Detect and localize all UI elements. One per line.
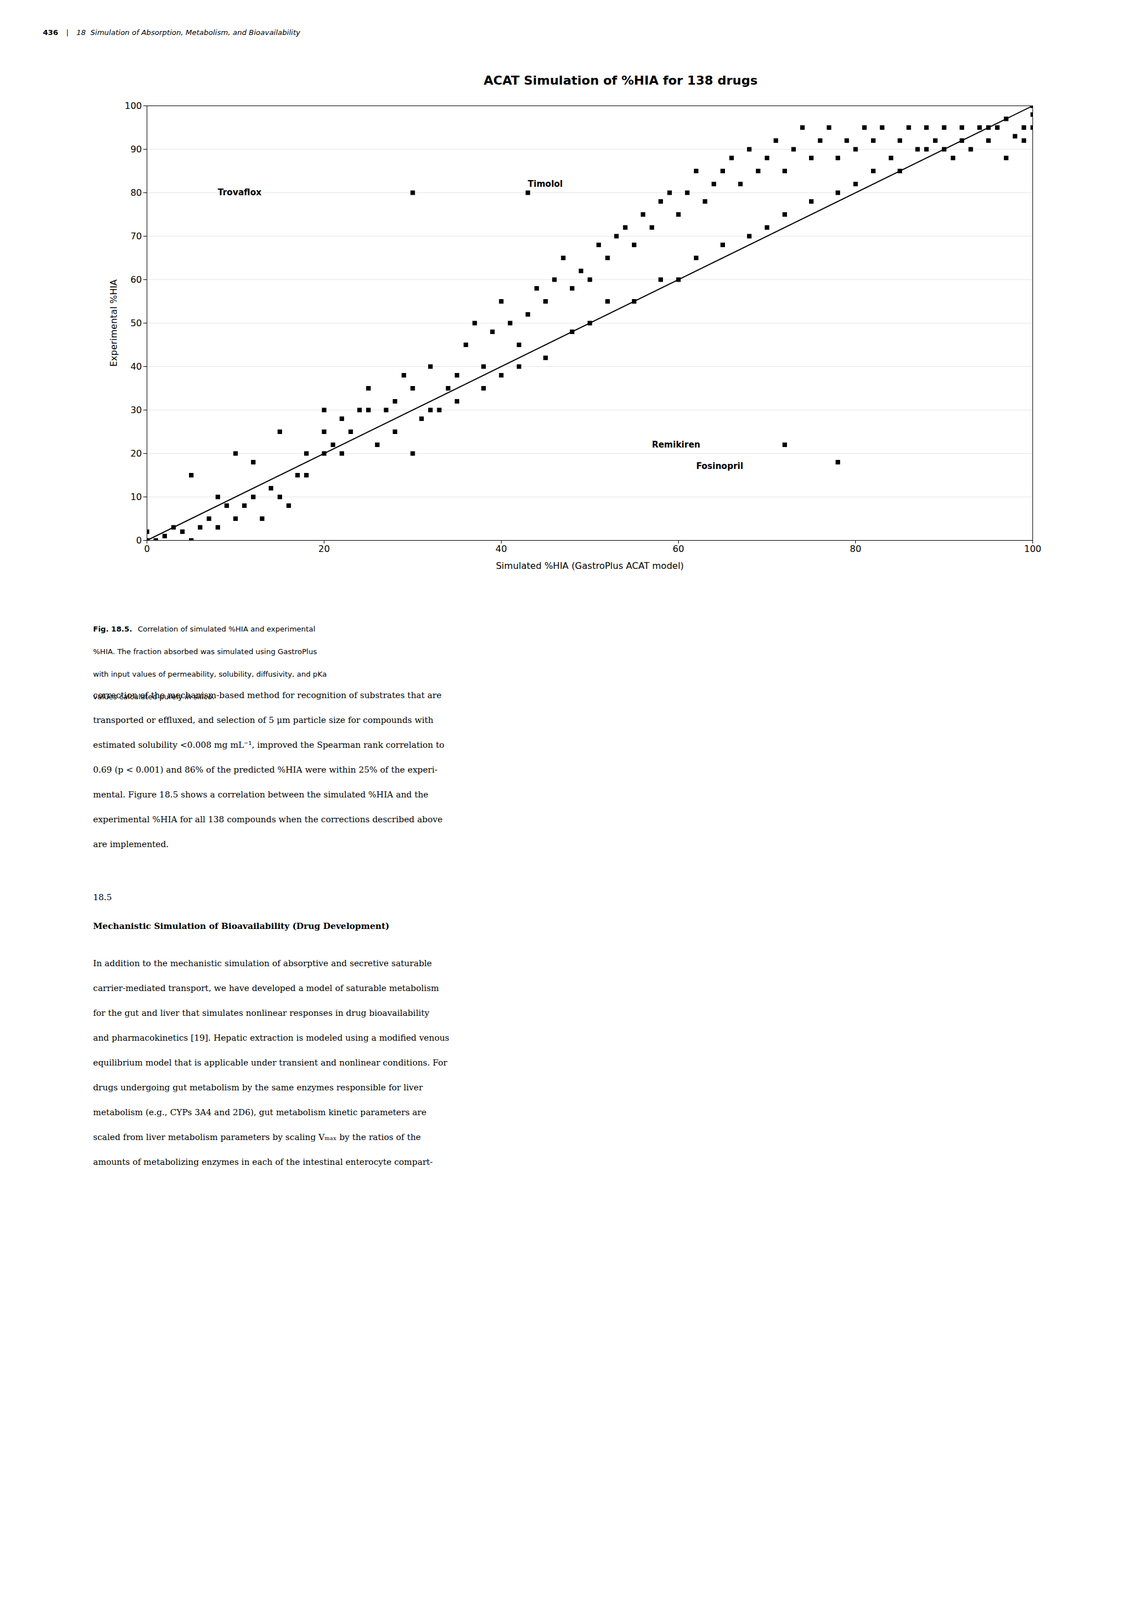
svg-text:Experimental %HIA: Experimental %HIA: [108, 279, 120, 367]
html-text:values calculated purely in si: values calculated purely in silico.: [93, 692, 215, 701]
html-text:drugs undergoing gut metabolis: drugs undergoing gut metabolism by the s…: [93, 1082, 423, 1093]
svg-text:40: 40: [495, 543, 507, 555]
html-text:estimated solubility <0.008 mg: estimated solubility <0.008 mg mL⁻¹, imp…: [93, 739, 445, 750]
svg-text:80: 80: [130, 187, 142, 199]
html-text:correction of the mechanism-ba: correction of the mechanism-based method…: [93, 689, 442, 701]
svg-text:10: 10: [130, 491, 142, 503]
svg-text:20: 20: [130, 447, 142, 459]
html-text:transported or effluxed, and s: transported or effluxed, and selection o…: [93, 714, 434, 725]
html-text:with input values of permeabil: with input values of permeability, solub…: [93, 669, 327, 679]
svg-text:80: 80: [849, 543, 861, 555]
html-text:436: 436: [42, 28, 59, 37]
html-text:Correlation of simulated %HIA: Correlation of simulated %HIA and experi…: [137, 624, 316, 634]
svg-text:Timolol: Timolol: [528, 178, 564, 189]
html-text:0.69 (p < 0.001) and 86% of th: 0.69 (p < 0.001) and 86% of the predicte…: [93, 764, 438, 775]
svg-text:60: 60: [672, 543, 684, 555]
svg-text:50: 50: [130, 317, 142, 329]
html-text:mental. Figure 18.5 shows a co: mental. Figure 18.5 shows a correlation …: [93, 789, 429, 800]
html-text:carrier-mediated transport, we: carrier-mediated transport, we have deve…: [93, 982, 439, 993]
html-text:ACAT Simulation of %HIA for 13: ACAT Simulation of %HIA for 138 drugs: [483, 73, 758, 88]
svg-text:70: 70: [130, 230, 142, 242]
svg-text:Remikiren: Remikiren: [651, 439, 701, 450]
html-text:Fig. 18.5.: Fig. 18.5.: [93, 624, 133, 634]
html-text:%HIA. The fraction absorbed wa: %HIA. The fraction absorbed was simulate…: [93, 647, 317, 656]
html-text:and pharmacokinetics [19]. Hep: and pharmacokinetics [19]. Hepatic extra…: [93, 1032, 450, 1043]
svg-text:0: 0: [143, 543, 150, 555]
html-text:In addition to the mechanistic: In addition to the mechanistic simulatio…: [93, 957, 432, 969]
svg-text:30: 30: [130, 404, 142, 416]
html-text:for the gut and liver that sim: for the gut and liver that simulates non…: [93, 1007, 430, 1018]
html-text:equilibrium model that is appl: equilibrium model that is applicable und…: [93, 1057, 448, 1068]
html-text:metabolism (e.g., CYPs 3A4 and: metabolism (e.g., CYPs 3A4 and 2D6), gut…: [93, 1106, 427, 1118]
svg-text:100: 100: [124, 100, 143, 112]
svg-text:40: 40: [130, 361, 142, 372]
html-text:Mechanistic Simulation of Bioa: Mechanistic Simulation of Bioavailabilit…: [93, 920, 390, 931]
svg-text:Simulated %HIA (GastroPlus ACA: Simulated %HIA (GastroPlus ACAT model): [495, 560, 684, 571]
svg-text:90: 90: [130, 143, 142, 155]
html-text:are implemented.: are implemented.: [93, 838, 169, 850]
html-text:scaled from liver metabolism p: scaled from liver metabolism parameters …: [93, 1131, 421, 1142]
html-text:18.5: 18.5: [93, 891, 112, 903]
html-text:experimental %HIA for all 138: experimental %HIA for all 138 compounds …: [93, 814, 443, 825]
svg-text:100: 100: [1023, 543, 1042, 555]
svg-text:60: 60: [130, 274, 142, 285]
svg-text:Fosinopril: Fosinopril: [696, 460, 744, 472]
svg-text:Trovaflox: Trovaflox: [217, 187, 262, 198]
svg-text:0: 0: [135, 534, 142, 546]
svg-text:20: 20: [318, 543, 330, 555]
html-text:18 Simulation of Absorption, M: 18 Simulation of Absorption, Metabolism,…: [76, 28, 301, 37]
html-text:amounts of metabolizing enzyme: amounts of metabolizing enzymes in each …: [93, 1156, 433, 1167]
